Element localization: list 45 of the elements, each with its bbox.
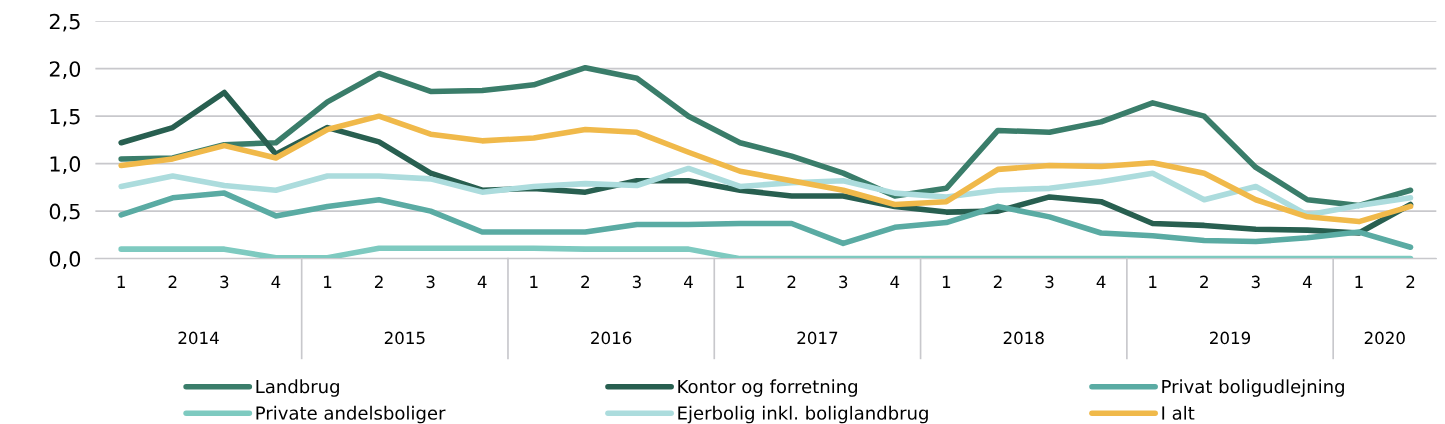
x-tick-label: 2	[787, 275, 796, 288]
x-tick-label: 2	[168, 275, 177, 288]
x-tick-label: 3	[1251, 275, 1260, 289]
legend-label: Private andelsboliger	[256, 405, 446, 424]
x-tick-label: 1	[117, 275, 125, 288]
text: 2015	[384, 331, 425, 345]
x-tick-label: 3	[426, 275, 435, 289]
x-tick-label: 4	[1096, 275, 1106, 288]
x-tick-label: 2	[1406, 275, 1415, 288]
x-tick-label: 4	[477, 275, 487, 288]
x-tick-label: 1	[942, 275, 951, 288]
text: 2016	[591, 331, 632, 345]
legend-label: Ejerbolig inkl. boliglandbrug	[678, 405, 928, 424]
y-tick-label: 0,0	[49, 251, 81, 269]
y-tick-label: 1,0	[50, 156, 81, 174]
text: 2018	[1003, 331, 1044, 345]
legend-label: Kontor og forretning	[678, 379, 857, 397]
x-tick-label: 1	[1355, 275, 1363, 288]
x-tick-label: 3	[632, 275, 641, 289]
x-tick-label: 3	[1045, 275, 1054, 289]
text: 2020	[1364, 331, 1405, 345]
legend-label: Privat boligudlejning	[1162, 379, 1344, 397]
y-tick-label: 2,5	[49, 13, 80, 32]
x-tick-label: 1	[1149, 275, 1157, 288]
y-tick-label: 1,5	[50, 108, 80, 127]
x-tick-label: 4	[684, 275, 693, 288]
x-tick-label: 1	[323, 275, 332, 288]
legend-label: I alt	[1162, 405, 1195, 420]
x-tick-label: 3	[220, 275, 229, 289]
y-tick-label: 2,0	[49, 61, 81, 80]
text: 2017	[797, 331, 838, 345]
text: 2014	[178, 331, 219, 345]
text: 2019	[1210, 331, 1251, 345]
x-tick-label: 4	[271, 275, 281, 288]
x-tick-label: 4	[1302, 275, 1312, 288]
x-tick-label: 2	[581, 275, 589, 288]
y-tick-label: 0,5	[49, 203, 80, 222]
x-tick-label: 1	[736, 275, 744, 288]
x-tick-label: 2	[993, 275, 1002, 288]
x-tick-label: 2	[374, 275, 383, 288]
x-tick-label: 1	[530, 275, 538, 288]
x-tick-label: 2	[1200, 275, 1208, 288]
x-tick-label: 4	[890, 275, 900, 288]
x-tick-label: 3	[839, 275, 848, 289]
legend-label: Landbrug	[256, 379, 339, 397]
